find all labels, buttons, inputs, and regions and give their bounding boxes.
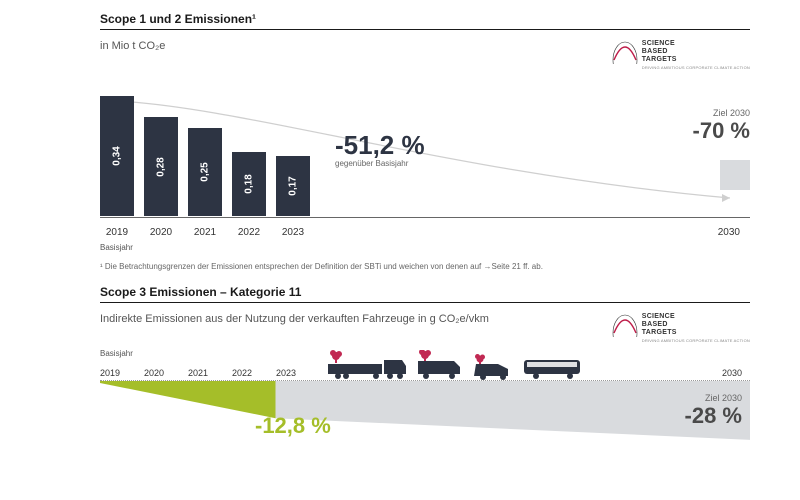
- basisjahr-label-1: Basisjahr: [100, 243, 133, 252]
- sbt-tagline: DRIVING AMBITIOUS CORPORATE CLIMATE ACTI…: [642, 65, 750, 70]
- section2-subtitle: Indirekte Emissionen aus der Nutzung der…: [100, 313, 489, 325]
- timeline-year-2021: 2021: [188, 368, 232, 378]
- sbt2-tagline: DRIVING AMBITIOUS CORPORATE CLIMATE ACTI…: [642, 338, 750, 343]
- target-label-1: Ziel 2030: [693, 108, 750, 118]
- bar-2020: 0,28: [144, 117, 178, 216]
- delta-pct-1-val: -51,2 %: [335, 130, 425, 160]
- sbt2-line3: TARGETS: [642, 329, 750, 337]
- delta-pct-2: -12,8 %: [255, 413, 331, 439]
- target-2030-box-2: Ziel 2030 -28 %: [685, 393, 742, 429]
- bar-2023: 0,17: [276, 156, 310, 216]
- sbt-line2: BASED: [642, 48, 750, 56]
- xlabel-2020: 2020: [144, 227, 178, 238]
- sbt-line1: SCIENCE: [642, 40, 750, 48]
- target-label-2: Ziel 2030: [685, 393, 742, 403]
- target-year-1: 2030: [718, 227, 740, 238]
- boxtruck-icon: [418, 350, 462, 380]
- truck-icon: [328, 350, 406, 380]
- xlabel-2023: 2023: [276, 227, 310, 238]
- section2-title: Scope 3 Emissionen – Kategorie 11: [100, 285, 750, 303]
- bar-value-2019: 0,34: [112, 146, 123, 165]
- timeline-year-2022: 2022: [232, 368, 276, 378]
- bar-2021: 0,25: [188, 128, 222, 216]
- section1-title: Scope 1 und 2 Emissionen¹: [100, 12, 750, 30]
- target-2030-box: Ziel 2030 -70 %: [693, 108, 750, 190]
- bar-2019: 0,34: [100, 96, 134, 216]
- scope3-area-chart: -12,8 % Ziel 2030 -28 %: [100, 381, 750, 443]
- target-area: [276, 381, 751, 440]
- timeline: Basisjahr 20192020202120222023 2030: [100, 349, 750, 381]
- scope12-chart: 0,34 0,28 0,25 0,18 0,17 2019 2020 2021 2022 202…: [100, 78, 750, 238]
- bar-value-2023: 0,17: [288, 176, 299, 195]
- xlabel-2019: 2019: [100, 227, 134, 238]
- sbt-arc-icon-2: [612, 313, 638, 337]
- bar-2022: 0,18: [232, 152, 266, 216]
- section1-subtitle: in Mio t CO₂e: [100, 40, 165, 52]
- current-area: [100, 381, 276, 418]
- timeline-year-2019: 2019: [100, 368, 144, 378]
- delta-pct-1-sub: gegenüber Basisjahr: [335, 159, 425, 168]
- target-value-1: -70 %: [693, 118, 750, 144]
- basisjahr-label-2: Basisjahr: [100, 349, 133, 358]
- bus-icon: [524, 356, 584, 380]
- sbt-logo: SCIENCE BASED TARGETS DRIVING AMBITIOUS …: [612, 40, 750, 70]
- timeline-end-year: 2030: [722, 368, 742, 378]
- footnote: ¹ Die Betrachtungsgrenzen der Emissionen…: [100, 262, 750, 271]
- sbt-line3: TARGETS: [642, 56, 750, 64]
- sbt-logo-2: SCIENCE BASED TARGETS DRIVING AMBITIOUS …: [612, 313, 750, 343]
- target-value-2: -28 %: [685, 403, 742, 429]
- sbt-arc-icon: [612, 40, 638, 64]
- timeline-year-2020: 2020: [144, 368, 188, 378]
- xlabel-2021: 2021: [188, 227, 222, 238]
- target-bar-1: [720, 160, 750, 190]
- bar-value-2020: 0,28: [156, 157, 167, 176]
- bar-value-2021: 0,25: [200, 162, 211, 181]
- delta-pct-1: -51,2 % gegenüber Basisjahr: [335, 130, 425, 168]
- timeline-year-2023: 2023: [276, 368, 320, 378]
- sbt2-line1: SCIENCE: [642, 313, 750, 321]
- van-icon: [474, 354, 512, 380]
- vehicle-icons: [328, 350, 584, 380]
- bar-value-2022: 0,18: [244, 175, 255, 194]
- xlabel-2022: 2022: [232, 227, 266, 238]
- sbt2-line2: BASED: [642, 321, 750, 329]
